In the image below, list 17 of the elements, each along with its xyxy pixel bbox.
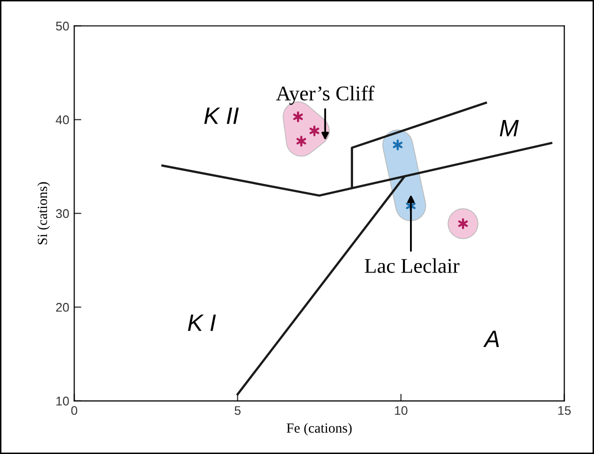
annotation: K II [204, 108, 239, 124]
annotation: Lac Leclair [364, 258, 460, 273]
y-tick-label: 20 [56, 302, 69, 312]
annotation: A [483, 330, 499, 347]
y-tick-label: 50 [56, 22, 69, 31]
x-tick-label: 10 [394, 406, 408, 415]
annotation: Ayer’s Cliff [276, 86, 374, 105]
x-tick-label: 5 [234, 406, 241, 415]
y-tick-label: 40 [56, 115, 69, 124]
x-tick-label: 0 [71, 406, 78, 415]
y-tick-label: 30 [56, 209, 69, 218]
x-tick-label: 15 [558, 406, 571, 415]
x-axis-title: Fe (cations) [286, 422, 352, 436]
annotation: K I [188, 314, 216, 331]
y-tick-label: 10 [56, 396, 69, 406]
y-axis-title: Si (cations) [37, 182, 50, 244]
annotation: M [500, 120, 519, 136]
